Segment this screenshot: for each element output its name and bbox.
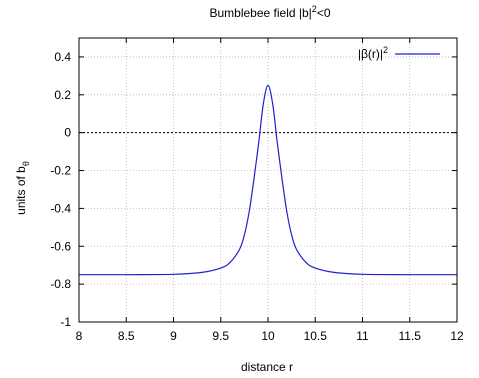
x-tick-label: 9.5: [212, 329, 229, 343]
y-tick-label: -0.6: [50, 239, 71, 253]
chart-title: Bumblebee field |b|2<0: [209, 4, 330, 20]
x-tick-label: 8.5: [118, 329, 135, 343]
y-tick-label: -0.4: [50, 201, 71, 215]
x-tick-label: 8: [76, 329, 83, 343]
series-line: [78, 84, 458, 276]
y-tick-label: 0.4: [54, 50, 71, 64]
y-tick-label: -1: [60, 315, 71, 329]
legend: |β(r)|2: [358, 45, 440, 61]
y-tick-label: -0.8: [50, 277, 71, 291]
y-tick-label: 0: [64, 126, 71, 140]
x-tick-labels: 8 8.5 9 9.5 10 10.5 11 11.5 12: [76, 329, 464, 343]
x-tick-label: 12: [450, 329, 464, 343]
y-tick-label: 0.2: [54, 88, 71, 102]
grid: [79, 38, 457, 322]
x-tick-label: 10.5: [304, 329, 328, 343]
legend-label: |β(r)|2: [358, 45, 388, 61]
y-tick-labels: -1 -0.8 -0.6 -0.4 -0.2 0 0.2 0.4: [50, 50, 71, 329]
x-tick-label: 10: [261, 329, 275, 343]
y-tick-label: -0.2: [50, 164, 71, 178]
x-tick-label: 9: [170, 329, 177, 343]
x-axis-label: distance r: [241, 360, 293, 374]
x-tick-label: 11: [356, 329, 369, 343]
y-axis-label: units of bθ: [14, 161, 31, 215]
x-tick-label: 11.5: [399, 329, 422, 343]
ticks: [78, 38, 458, 323]
